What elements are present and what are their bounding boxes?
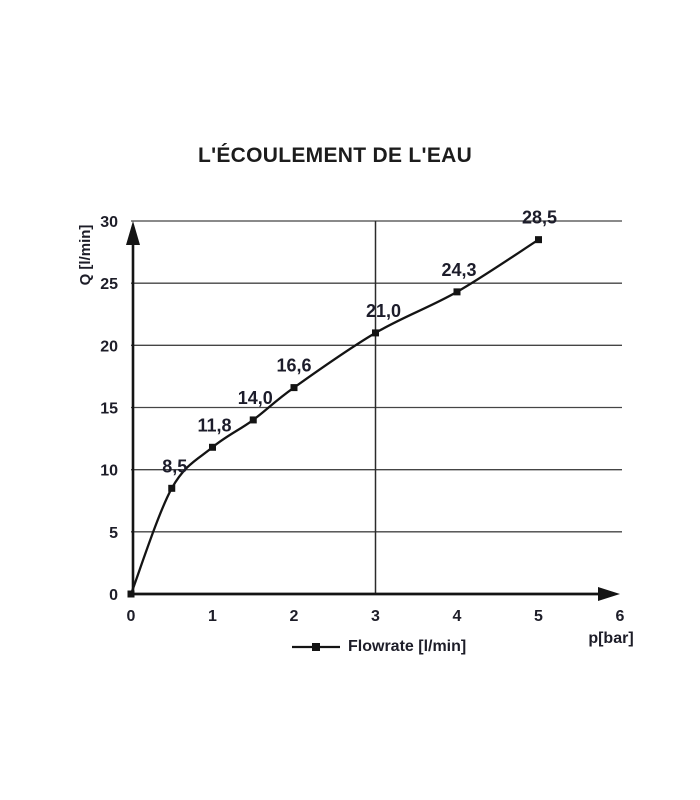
x-axis-arrow-icon — [598, 587, 620, 601]
data-point-label: 8,5 — [162, 456, 187, 476]
data-point-label: 14,0 — [238, 388, 273, 408]
data-point-label: 24,3 — [441, 260, 476, 280]
series-line — [129, 238, 540, 595]
data-point-label: 11,8 — [197, 415, 231, 435]
data-point-marker — [372, 329, 379, 337]
data-point-label: 21,0 — [366, 301, 401, 321]
x-tick-label: 1 — [208, 608, 217, 625]
x-tick-label: 3 — [371, 608, 380, 625]
y-tick-label: 15 — [100, 401, 118, 418]
y-tick-label: 25 — [100, 276, 118, 293]
y-tick-label: 5 — [109, 525, 118, 542]
y-tick-label: 20 — [100, 338, 118, 355]
chart-title: L'ÉCOULEMENT DE L'EAU — [197, 144, 473, 167]
data-point-marker — [535, 236, 542, 244]
y-tick-label: 30 — [100, 214, 118, 231]
data-point-marker — [249, 416, 257, 424]
y-axis-arrow-icon — [126, 221, 140, 245]
x-axis-title: p[bar] — [588, 630, 634, 647]
x-tick-label: 5 — [534, 608, 543, 625]
data-point-label: 16,6 — [276, 356, 311, 376]
x-tick-label: 4 — [453, 608, 462, 625]
y-tick-label: 0 — [109, 587, 118, 604]
y-tick-label: 10 — [100, 463, 118, 480]
data-point-marker — [453, 288, 461, 296]
x-tick-label: 6 — [616, 608, 625, 625]
data-point-marker — [209, 443, 216, 451]
legend: Flowrate [l/min] — [291, 638, 466, 656]
x-tick-label: 0 — [127, 608, 136, 625]
legend-label: Flowrate [l/min] — [348, 638, 467, 655]
data-point-label: 28,5 — [522, 208, 557, 228]
data-point-marker — [168, 484, 176, 492]
data-point-marker — [127, 590, 135, 598]
data-point-marker — [290, 384, 298, 392]
legend-marker-icon — [292, 643, 340, 651]
x-tick-label: 2 — [290, 608, 299, 625]
